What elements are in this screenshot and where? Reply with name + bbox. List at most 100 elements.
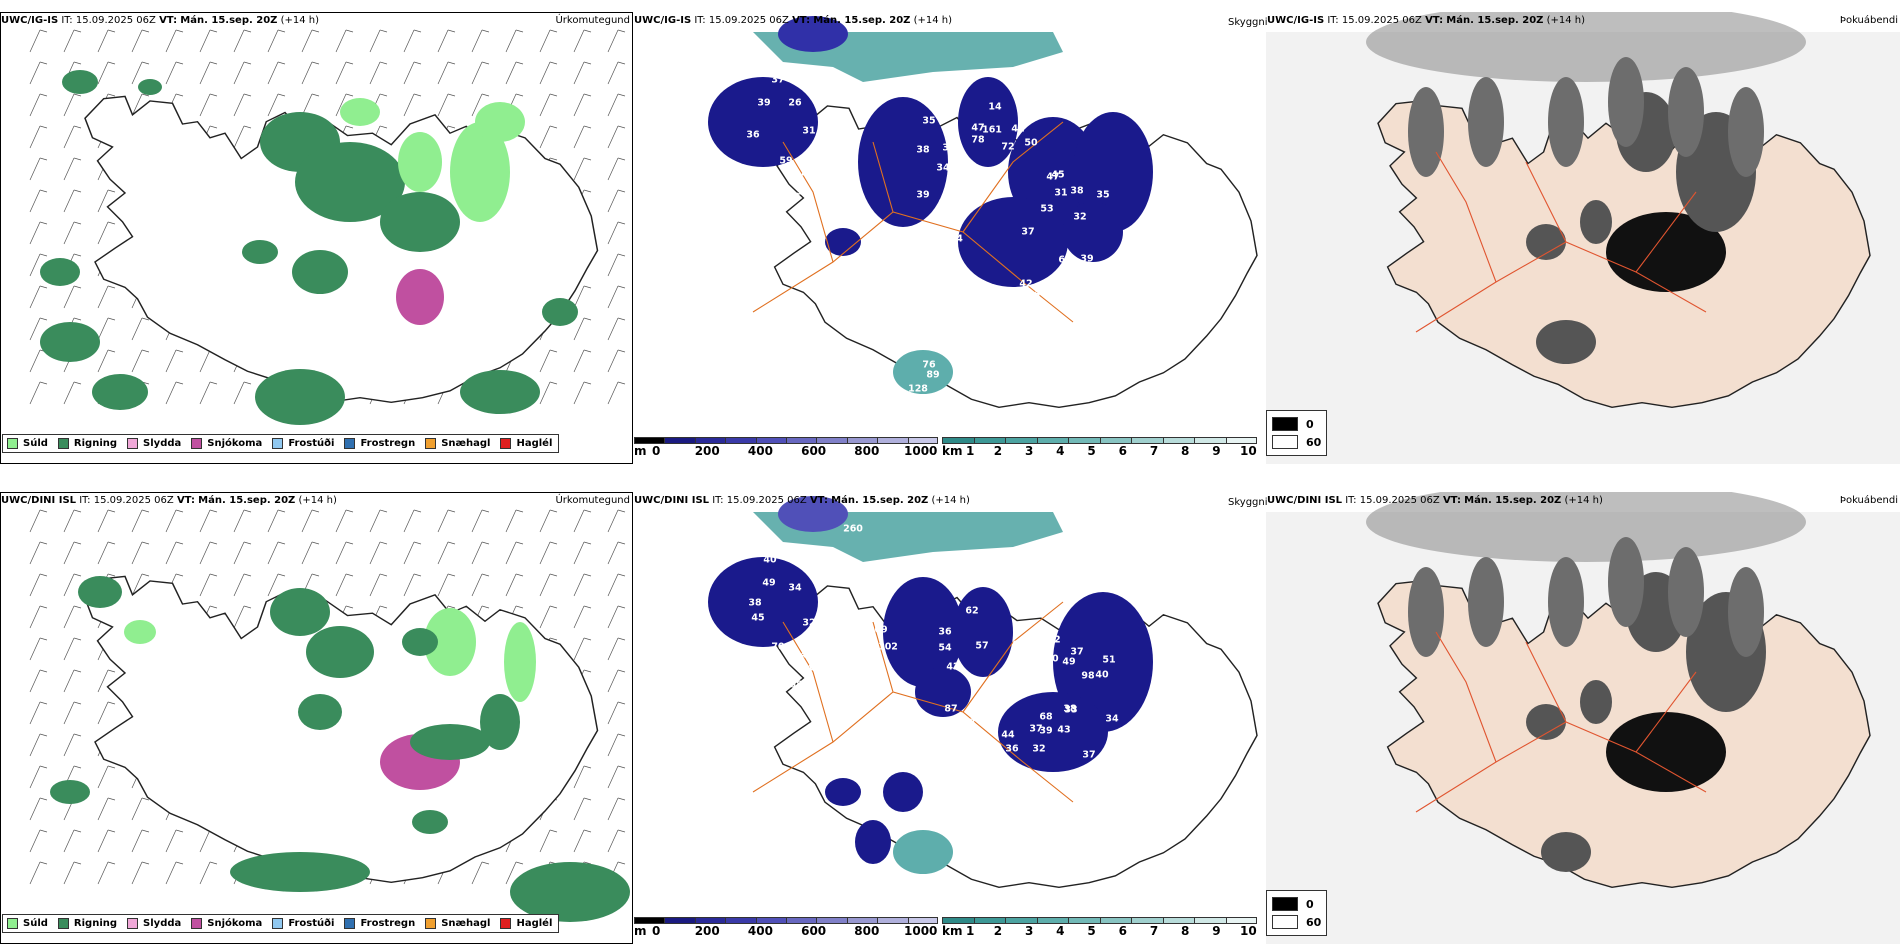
wind-barb — [607, 157, 626, 181]
precip-legend-item: Frostúði — [272, 438, 334, 449]
colorbar-tick: 3 — [1024, 444, 1034, 458]
precip-legend: Súld Rigning Slydda Snjókoma Frostúði Frostre… — [2, 914, 560, 933]
cloud-base-label: 45 — [1054, 283, 1068, 295]
cloud-base-label: 68 — [789, 679, 803, 691]
cloud-base-label: 14 — [989, 795, 1003, 807]
wind-barb — [63, 93, 82, 117]
it-label: IT: — [694, 15, 706, 26]
cloud-base-label: 57 — [1073, 264, 1087, 276]
fog-legend: 0 60 — [1266, 410, 1328, 456]
vt-value: Mán. 15.sep. 20Z — [198, 495, 296, 506]
wind-barb — [97, 221, 116, 245]
wind-barb — [573, 797, 592, 821]
colorbar-tick: 10 — [1240, 444, 1257, 458]
wind-barb — [573, 381, 592, 405]
fog-area — [1580, 200, 1612, 244]
wind-barb — [607, 29, 626, 53]
wind-barb — [539, 61, 558, 85]
wind-barb — [471, 573, 490, 597]
cloud-base-label: 33 — [942, 142, 956, 154]
precip-legend-item: Snæhagl — [425, 918, 490, 929]
precip-area — [230, 852, 370, 892]
colorbar-segment — [973, 437, 1005, 444]
cloud-base-label: 71 — [956, 177, 970, 189]
cloud-base-label: 67 — [1058, 254, 1072, 266]
legend-label: Snæhagl — [441, 438, 491, 449]
precip-area — [475, 102, 525, 142]
cloud-base-label: 38 — [1063, 703, 1077, 715]
legend-label: 60 — [1306, 435, 1322, 449]
wind-barb — [63, 541, 82, 565]
cloud-base-label: 41 — [1011, 123, 1025, 135]
legend-label: Snæhagl — [441, 918, 491, 929]
wind-barb — [29, 157, 48, 181]
cloud-base-label: 260 — [843, 523, 863, 535]
wind-barb — [437, 29, 456, 53]
wind-barb — [97, 509, 116, 533]
legend-label: Frostúði — [288, 918, 335, 929]
cloud-map — [633, 492, 1266, 944]
wind-barb — [97, 61, 116, 85]
wind-barb — [607, 221, 626, 245]
wind-barb — [573, 125, 592, 149]
cloud-base-label: 87 — [944, 703, 958, 715]
wind-barb — [607, 93, 626, 117]
colorbar-tick: 4 — [1056, 924, 1065, 938]
wind-barb — [233, 381, 252, 405]
cloud-title: UWC/DINI ISL IT: 15.09.2025 06Z VT: Mán.… — [634, 495, 970, 506]
legend-swatch — [272, 918, 284, 929]
colorbar-segment — [907, 437, 938, 444]
wind-barb — [63, 669, 82, 693]
cloud-base-label: 49 — [806, 663, 820, 675]
wind-barb — [369, 541, 388, 565]
wind-barb — [403, 509, 422, 533]
cloud-base-label: 57 — [971, 676, 985, 688]
precip-area — [295, 142, 405, 222]
wind-barb — [301, 541, 320, 565]
it-value: 15.09.2025 06Z — [726, 495, 807, 506]
wind-barb — [29, 509, 48, 533]
legend-label: Snjókoma — [207, 438, 263, 449]
wind-barb — [199, 573, 218, 597]
wind-barb — [97, 797, 116, 821]
precip-area — [412, 810, 448, 834]
wind-barb — [505, 861, 524, 885]
colorbar-tick: 1000 — [904, 444, 938, 458]
wind-barb — [607, 733, 626, 757]
low-ceiling-area — [958, 197, 1068, 287]
precip-panel-row2: UWC/DINI ISL IT: 15.09.2025 06Z VT: Mán.… — [0, 492, 633, 944]
ceiling-colorbar: m 0 200 400 600 800 1000 — [634, 437, 938, 458]
legend-label: Snjókoma — [207, 918, 263, 929]
colorbar-segment — [1131, 437, 1163, 444]
precip-area — [92, 374, 148, 410]
wind-barb — [335, 93, 354, 117]
precip-area — [340, 98, 380, 126]
cloud-base-label: 57 — [975, 640, 989, 652]
wind-barb — [607, 669, 626, 693]
fog-area — [1668, 67, 1704, 157]
vt-label: VT: — [176, 495, 195, 506]
wind-barb — [29, 285, 48, 309]
vt-value: Mán. 15.sep. 20Z — [180, 15, 278, 26]
wind-barb — [29, 637, 48, 661]
wind-barb — [131, 509, 150, 533]
colorbar-segment — [1036, 917, 1068, 924]
precip-area — [62, 70, 98, 94]
fog-area — [1526, 224, 1566, 260]
wind-barb — [97, 861, 116, 885]
wind-barb — [267, 573, 286, 597]
precip-legend-item: Snjókoma — [191, 438, 262, 449]
colorbar-segment — [1099, 917, 1131, 924]
fog-area — [1606, 712, 1726, 792]
low-ceiling-area — [1063, 202, 1123, 262]
wind-barb — [573, 29, 592, 53]
wind-barb — [165, 509, 184, 533]
cloud-base-label: 32 — [802, 617, 816, 629]
precip-area — [504, 622, 536, 702]
cloud-base-label: 72 — [876, 257, 890, 269]
colorbar-tick: 400 — [747, 924, 773, 938]
fog-area — [1408, 87, 1444, 177]
fog-area — [1408, 567, 1444, 657]
wind-barb — [233, 93, 252, 117]
cloud-base-label: 32 — [929, 425, 943, 437]
